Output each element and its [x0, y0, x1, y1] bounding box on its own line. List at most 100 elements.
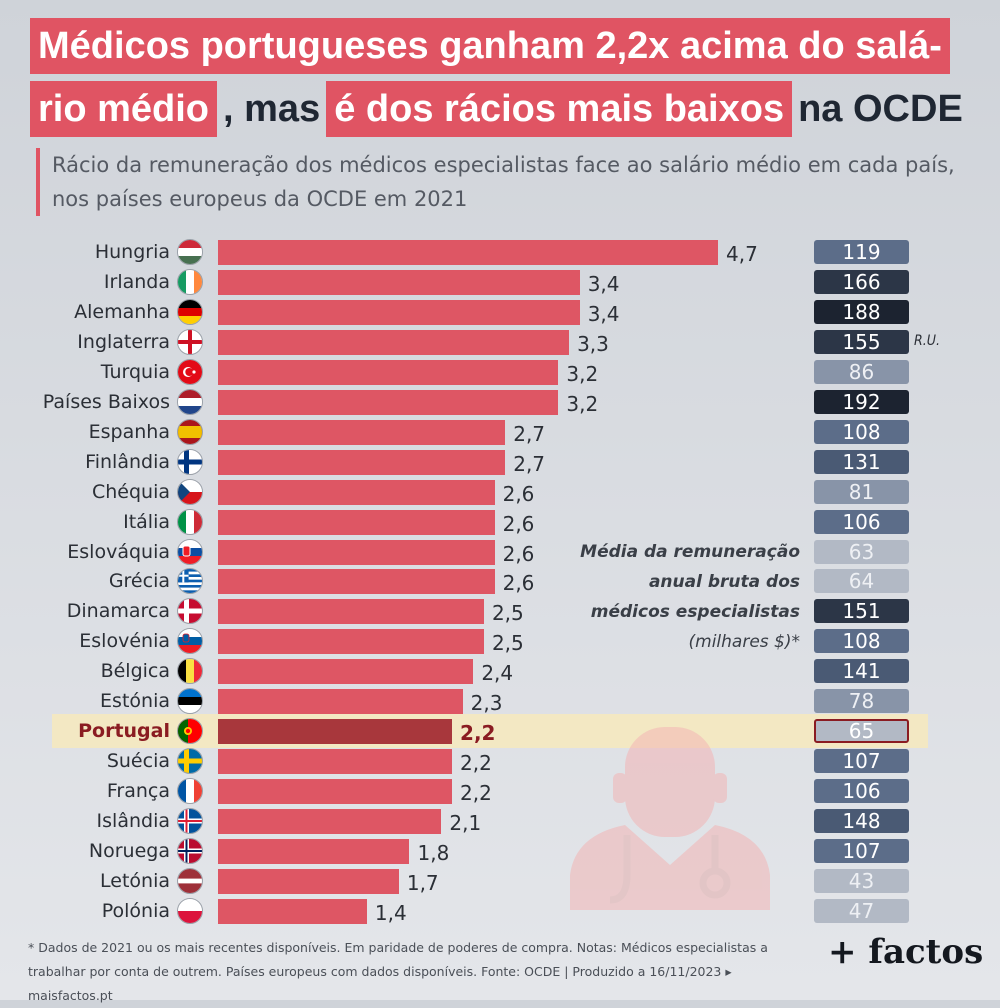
- remuneration-badge-dinamarca: 151: [814, 599, 909, 624]
- ru-note: R.U.: [914, 333, 940, 349]
- bar-polonia: [218, 898, 367, 924]
- title-plain-1: , mas: [223, 88, 321, 130]
- bar-grecia: [218, 569, 495, 595]
- flag-alemanha-icon: [177, 298, 203, 325]
- bar-franca: [218, 779, 453, 805]
- category-label-inglaterra: Inglaterra: [77, 330, 170, 353]
- bar-estonia: [218, 689, 463, 715]
- flag-letonia-icon: [177, 867, 203, 894]
- category-label-finlandia: Finlândia: [85, 450, 170, 473]
- remuneration-badge-turquia: 86: [814, 359, 909, 384]
- value-label-eslovenia: 2,5: [491, 631, 524, 656]
- remuneration-badge-chequia: 81: [814, 479, 909, 504]
- bar-inglaterra: [218, 329, 570, 355]
- flag-paises-baixos-icon: [177, 388, 203, 415]
- bar-dinamarca: [218, 599, 484, 625]
- category-label-espanha: Espanha: [88, 420, 170, 443]
- bar-chequia: [218, 479, 495, 505]
- category-label-eslovaquia: Eslováquia: [67, 540, 170, 563]
- value-label-chequia: 2,6: [502, 481, 535, 506]
- category-label-alemanha: Alemanha: [74, 300, 170, 323]
- bar-noruega: [218, 839, 410, 864]
- category-label-turquia: Turquia: [100, 360, 170, 383]
- flag-belgica-icon: [177, 658, 203, 685]
- category-label-letonia: Letónia: [100, 869, 170, 892]
- value-label-belgica: 2,4: [481, 661, 514, 686]
- flag-dinamarca-icon: [177, 598, 203, 625]
- remuneration-badge-paises-baixos: 192: [814, 389, 909, 414]
- annotation-line-4: (milhares $)*: [688, 632, 801, 652]
- remuneration-badge-inglaterra: 155: [814, 329, 909, 354]
- title-line-1: Médicos portugueses ganham 2,2x acima do…: [30, 18, 950, 74]
- category-label-grecia: Grécia: [108, 570, 170, 593]
- bar-portugal: [218, 719, 453, 745]
- doctor-illustration-icon: [570, 727, 770, 910]
- footnote: * Dados de 2021 ou os mais recentes disp…: [28, 940, 768, 1003]
- chart-subtitle: Rácio da remuneração dos médicos especia…: [36, 148, 962, 216]
- bar-eslovaquia: [218, 539, 495, 565]
- remuneration-badge-belgica: 141: [814, 659, 909, 684]
- remuneration-badge-portugal: 65: [814, 719, 909, 744]
- remuneration-badge-irlanda: 166: [814, 269, 909, 294]
- flag-eslovaquia-icon: [177, 538, 203, 565]
- remuneration-badge-finlandia: 131: [814, 449, 909, 474]
- remuneration-badge-franca: 106: [814, 779, 909, 804]
- bar-belgica: [218, 659, 474, 685]
- value-label-inglaterra: 3,3: [577, 331, 609, 356]
- flag-turquia-icon: [177, 358, 203, 385]
- category-label-irlanda: Irlanda: [103, 270, 170, 293]
- flag-hungria-icon: [177, 239, 203, 265]
- value-label-grecia: 2,6: [502, 571, 535, 596]
- flag-inglaterra-icon: [177, 328, 203, 355]
- flag-italia-icon: [177, 508, 203, 535]
- flag-estonia-icon: [177, 688, 203, 715]
- bar-hungria: [218, 240, 718, 265]
- remuneration-badge-suecia: 107: [814, 749, 909, 774]
- value-label-noruega: 1,8: [417, 841, 450, 865]
- category-label-hungria: Hungria: [94, 241, 170, 263]
- flag-chequia-icon: [177, 478, 203, 505]
- flag-suecia-icon: [177, 748, 203, 775]
- flag-islandia-icon: [177, 808, 203, 835]
- value-label-turquia: 3,2: [566, 361, 599, 386]
- bar-espanha: [218, 419, 506, 445]
- annotation-line-3: médicos especialistas: [590, 602, 800, 622]
- title-highlight-2: rio médio: [30, 81, 218, 137]
- category-label-suecia: Suécia: [106, 750, 170, 773]
- value-label-franca: 2,2: [460, 781, 492, 806]
- bar-letonia: [218, 868, 399, 894]
- value-label-dinamarca: 2,5: [491, 601, 524, 626]
- value-label-italia: 2,6: [502, 511, 535, 536]
- value-label-irlanda: 3,4: [587, 271, 620, 296]
- title-line-2: rio médio , mas é dos rácios mais baixos…: [30, 81, 969, 137]
- title-plain-2: na OCDE: [798, 88, 963, 130]
- bar-finlandia: [218, 449, 506, 475]
- value-label-eslovaquia: 2,6: [502, 541, 535, 566]
- category-label-noruega: Noruega: [88, 840, 170, 862]
- flag-finlandia-icon: [177, 448, 203, 475]
- value-label-letonia: 1,7: [406, 870, 439, 895]
- remuneration-badge-eslovaquia: 63: [814, 539, 909, 564]
- remuneration-badge-espanha: 108: [814, 419, 909, 444]
- value-label-portugal: 2,2: [460, 721, 496, 746]
- remuneration-badge-noruega: 107: [814, 839, 909, 863]
- bar-italia: [218, 509, 495, 535]
- bar-turquia: [218, 359, 559, 385]
- flag-eslovenia-icon: [177, 628, 203, 655]
- value-label-polonia: 1,4: [374, 900, 407, 925]
- category-label-portugal: Portugal: [78, 720, 170, 743]
- value-label-suecia: 2,2: [460, 751, 492, 776]
- flag-portugal-icon: [177, 718, 203, 745]
- bar-suecia: [218, 749, 453, 775]
- flag-noruega-icon: [177, 838, 203, 864]
- value-label-islandia: 2,1: [449, 811, 482, 836]
- category-label-chequia: Chéquia: [91, 480, 170, 503]
- bar-islandia: [218, 809, 442, 835]
- category-label-franca: França: [106, 780, 170, 803]
- category-label-paises-baixos: Países Baixos: [42, 390, 170, 413]
- remuneration-badge-grecia: 64: [814, 569, 909, 594]
- value-label-paises-baixos: 3,2: [566, 391, 599, 416]
- category-label-islandia: Islândia: [96, 810, 170, 833]
- title-highlight-3: é dos rácios mais baixos: [326, 81, 793, 137]
- category-label-italia: Itália: [123, 510, 170, 533]
